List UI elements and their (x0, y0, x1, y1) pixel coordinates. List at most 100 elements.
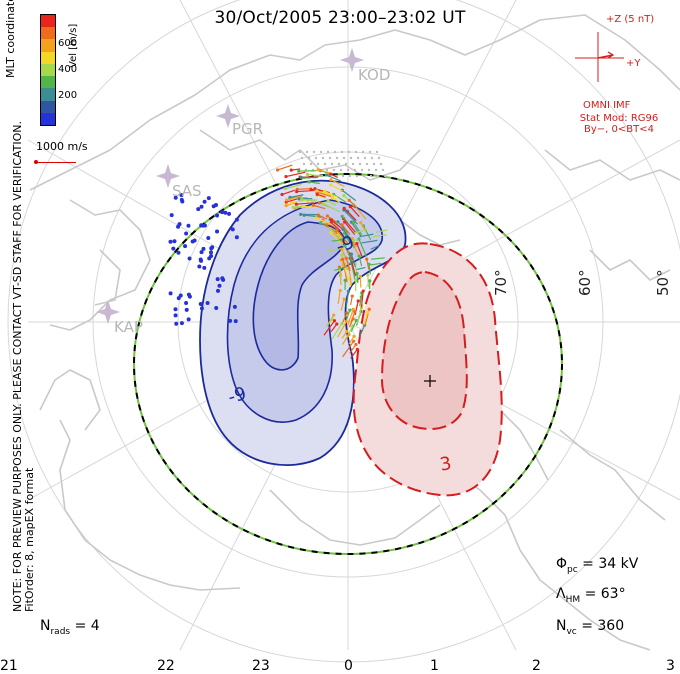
vector-origin (315, 189, 319, 193)
velocity-vector (349, 344, 357, 354)
vector-origin (343, 244, 347, 248)
vector-origin (186, 317, 191, 322)
velocity-vector (322, 203, 341, 213)
velocity-vector (349, 206, 360, 217)
station-label-kap: KAP (114, 318, 143, 336)
nrads-value: = 4 (74, 618, 100, 634)
velocity-vector (330, 184, 343, 192)
velocity-vector (285, 171, 306, 178)
station-marker-pgr (216, 104, 240, 128)
vector-origin (179, 193, 184, 198)
vector-origin (232, 304, 237, 309)
vector-origin (329, 183, 333, 187)
colorbar-tick-400: 400 (58, 64, 78, 75)
velocity-vector (337, 290, 341, 305)
vector-scale-dot (34, 160, 38, 164)
vector-origin (300, 198, 304, 202)
velocity-vector (325, 224, 338, 235)
velocity-vector (350, 311, 356, 323)
velocity-vector (316, 190, 333, 197)
vector-origin (183, 244, 188, 249)
velocity-vector (375, 229, 388, 233)
vector-origin (216, 288, 221, 293)
positive-cell-inner (380, 270, 468, 430)
velocity-vector (304, 214, 323, 218)
vector-origin (297, 197, 301, 201)
vector-origin (361, 289, 365, 293)
station-markers (96, 48, 364, 324)
velocity-vector (363, 312, 369, 325)
vector-origin (342, 194, 346, 198)
velocity-vector (341, 334, 350, 345)
coverage-dot (326, 150, 330, 154)
vector-origin (173, 313, 178, 318)
coverage-dot (312, 150, 316, 154)
coverage-dot (309, 162, 313, 166)
velocity-vector (367, 274, 369, 288)
vector-origin (234, 235, 239, 240)
vector-origin (359, 306, 364, 310)
vector-origin (230, 227, 235, 232)
cross-polar-potential: Φpc = 34 kV (556, 556, 638, 575)
vector-origin (355, 272, 359, 276)
imf-clock (575, 32, 624, 82)
velocity-vector (296, 202, 314, 205)
vector-origin (332, 313, 336, 317)
velocity-vector (315, 217, 333, 226)
vector-origin (340, 253, 344, 257)
station-label-sas: SAS (172, 182, 202, 200)
velocity-vector (341, 189, 357, 202)
vector-origin (215, 213, 220, 218)
coverage-dot (355, 174, 359, 178)
vector-origin (352, 339, 356, 343)
velocity-vector (301, 199, 318, 201)
colorbar-segment (41, 27, 55, 40)
vector-origin (353, 310, 357, 314)
vector-origin (343, 278, 347, 282)
coverage-dot (368, 150, 372, 154)
imf-y-label: +Y (626, 58, 641, 69)
vector-origin (291, 205, 296, 209)
vector-origin (283, 187, 288, 191)
vector-origin (184, 231, 189, 236)
vector-scale-line (36, 162, 76, 163)
velocity-vector (334, 266, 347, 271)
vector-origin (234, 217, 239, 222)
station-label-pgr: PGR (232, 120, 264, 138)
vector-origin (297, 169, 301, 173)
coverage-dot (325, 168, 329, 172)
stat-model-bin: By−, 0<BT<4 (584, 124, 654, 135)
vector-origin (220, 276, 225, 281)
vector-origin (346, 289, 351, 293)
velocity-vector (343, 209, 358, 225)
vector-origin (168, 291, 173, 296)
velocity-vector (356, 243, 363, 257)
velocity-vector (345, 258, 351, 272)
coverage-dot (351, 162, 355, 166)
vector-origin (215, 229, 220, 234)
coverage-dot (316, 162, 320, 166)
velocity-vector (359, 324, 366, 337)
vector-origin (202, 265, 207, 270)
velocity-vector (324, 190, 339, 198)
vector-origin (350, 294, 354, 298)
coverage-dot (321, 156, 325, 160)
coverage-dot (358, 162, 362, 166)
coverage-dot (342, 156, 346, 160)
vector-origin (328, 226, 332, 231)
velocity-vector (368, 264, 372, 275)
vector-origin (206, 235, 211, 240)
velocity-vector (370, 244, 380, 250)
velocity-vector (318, 169, 331, 174)
mlt-axis-2: 2 (532, 658, 541, 674)
velocity-vector (358, 255, 363, 267)
coverage-dot (333, 150, 337, 154)
vector-origin (330, 195, 334, 200)
coverage-dot (362, 174, 366, 178)
velocity-vector (370, 257, 385, 260)
vector-origin (355, 241, 359, 246)
velocity-vector (346, 309, 354, 327)
vector-origin (199, 204, 204, 209)
colorbar-label: Vel [m/s] (68, 23, 79, 68)
vector-origin (357, 254, 361, 258)
